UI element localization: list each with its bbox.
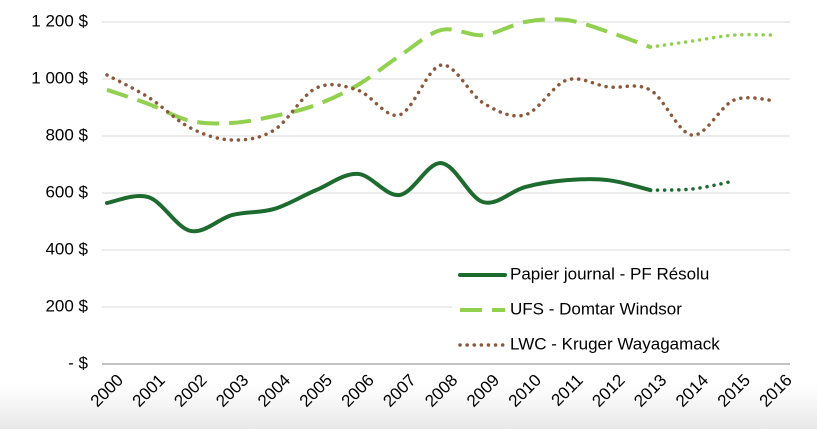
y-tick-label: 600 $ [45, 182, 88, 201]
y-tick-label: 1 000 $ [31, 68, 88, 87]
y-tick-label: 200 $ [45, 296, 88, 315]
line-series [105, 63, 778, 142]
y-tick-label: - $ [68, 353, 88, 372]
footer-band [0, 385, 817, 429]
y-tick-label: 1 200 $ [31, 11, 88, 30]
line-series [105, 161, 653, 234]
y-tick-label: 400 $ [45, 239, 88, 258]
legend-box [452, 258, 792, 358]
legend-label: Papier journal - PF Résolu [510, 264, 709, 283]
legend: Papier journal - PF Résolu UFS - Domtar W… [452, 258, 792, 358]
line-series [106, 17, 652, 126]
legend-label: LWC - Kruger Wayagamack [510, 334, 720, 353]
legend-label: UFS - Domtar Windsor [510, 299, 682, 318]
y-tick-label: 800 $ [45, 125, 88, 144]
line-forecast [648, 32, 778, 49]
line-forecast [648, 179, 736, 192]
